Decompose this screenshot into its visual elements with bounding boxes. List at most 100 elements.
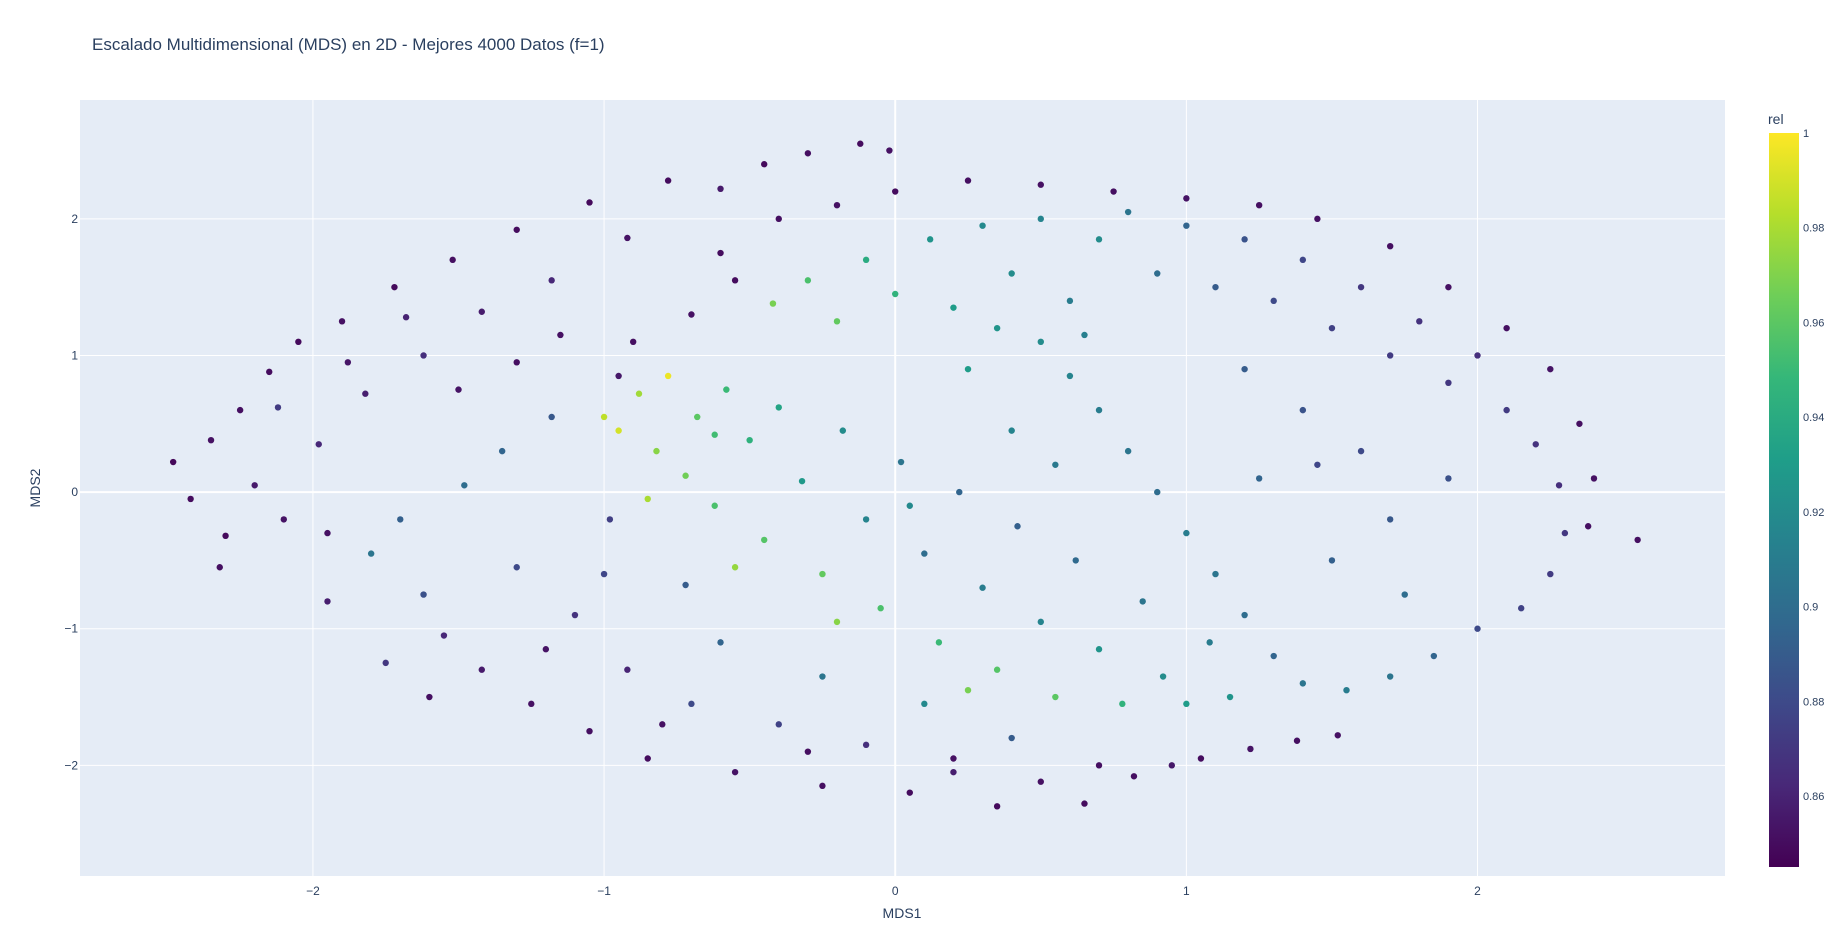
scatter-point — [1576, 420, 1583, 427]
scatter-point — [1037, 618, 1044, 626]
chart-title: Escalado Multidimensional (MDS) en 2D - … — [92, 35, 605, 54]
scatter-point — [688, 311, 695, 318]
scatter-point — [606, 516, 614, 523]
scatter-point — [449, 256, 456, 264]
scatter-point — [644, 755, 651, 762]
scatter-point — [1299, 256, 1307, 264]
scatter-point — [624, 234, 631, 242]
scatter-point — [711, 431, 718, 438]
scatter-point — [921, 700, 928, 708]
scatter-point — [1037, 778, 1044, 785]
scatter-point — [1386, 352, 1394, 359]
scatter-point — [1328, 324, 1336, 332]
scatter-point — [1081, 331, 1088, 339]
scatter-point — [1037, 215, 1044, 223]
scatter-point — [1270, 297, 1277, 305]
scatter-point — [1159, 673, 1167, 680]
scatter-point — [1037, 338, 1044, 346]
scatter-point — [1095, 646, 1103, 653]
colorbar-gradient — [1769, 133, 1799, 867]
scatter-point — [950, 768, 957, 776]
scatter-point — [1386, 242, 1394, 250]
scatter-point — [1474, 625, 1481, 632]
scatter-point — [1241, 365, 1248, 373]
scatter-point — [295, 338, 302, 346]
colorbar-tick-label: 0.98 — [1803, 223, 1824, 235]
scatter-point — [688, 700, 695, 708]
scatter-point — [921, 550, 928, 557]
scatter-point — [723, 386, 730, 393]
scatter-point — [1241, 236, 1248, 243]
scatter-point — [731, 564, 739, 571]
y-axis-title: MDS2 — [27, 468, 43, 507]
scatter-point — [478, 666, 485, 673]
scatter-point — [1183, 195, 1190, 202]
scatter-point — [586, 199, 593, 206]
scatter-point — [586, 727, 593, 735]
scatter-point — [1634, 536, 1641, 544]
scatter-point — [950, 755, 957, 762]
scatter-point — [251, 482, 258, 489]
scatter-point — [1517, 605, 1525, 612]
x-tick-label: 0 — [892, 884, 899, 898]
scatter-point — [664, 177, 672, 184]
scatter-point — [1314, 215, 1321, 223]
scatter-point — [839, 427, 847, 434]
scatter-point — [498, 447, 506, 455]
scatter-point — [964, 365, 972, 373]
scatter-point — [1095, 406, 1103, 414]
scatter-point — [1154, 270, 1161, 277]
scatter-point — [761, 536, 768, 544]
scatter-point — [1547, 570, 1554, 578]
scatter-point — [1183, 222, 1190, 229]
scatter-point — [1503, 324, 1510, 332]
scatter-point — [338, 318, 346, 325]
scatter-point — [615, 427, 622, 434]
scatter-point — [1168, 762, 1176, 769]
scatter-point — [804, 277, 812, 284]
scatter-point — [513, 564, 520, 571]
scatter-point — [207, 436, 215, 444]
scatter-point — [819, 673, 826, 680]
scatter-point — [993, 803, 1001, 810]
scatter-point — [1212, 570, 1219, 578]
scatter-point — [804, 748, 812, 755]
scatter-point — [1008, 270, 1015, 277]
scatter-point — [1334, 732, 1341, 739]
scatter-point — [615, 372, 622, 380]
scatter-point — [979, 584, 986, 591]
scatter-point — [1124, 208, 1132, 216]
scatter-point — [266, 368, 273, 376]
scatter-point — [367, 550, 375, 557]
scatter-point — [1357, 283, 1365, 291]
scatter-point — [1008, 734, 1015, 742]
scatter-point — [216, 564, 223, 571]
scatter-point — [862, 256, 870, 264]
scatter-point — [455, 386, 462, 393]
scatter-point — [1095, 762, 1103, 769]
scatter-point — [926, 236, 934, 243]
scatter-point — [1299, 680, 1307, 687]
grid-lines — [80, 100, 1725, 876]
scatter-point — [993, 666, 1001, 673]
scatter-point — [1445, 475, 1452, 482]
scatter-point — [1072, 557, 1079, 564]
plot-area — [80, 100, 1725, 876]
x-axis-title: MDS1 — [883, 905, 922, 921]
y-tick-label: 1 — [71, 348, 78, 362]
scatter-point — [717, 185, 724, 193]
scatter-point — [1503, 406, 1510, 414]
scatter-point — [548, 413, 555, 421]
scatter-point — [1037, 181, 1044, 188]
scatter-point — [964, 686, 972, 694]
scatter-point — [877, 605, 884, 612]
scatter-point — [979, 222, 986, 229]
scatter-point — [1314, 461, 1321, 468]
y-tick-label: −2 — [64, 758, 78, 772]
scatter-point — [1270, 652, 1277, 660]
scatter-point — [862, 741, 870, 749]
scatter-point — [391, 283, 398, 291]
scatter-point — [274, 404, 282, 411]
x-tick-label: −2 — [306, 884, 320, 898]
scatter-point — [833, 318, 841, 325]
